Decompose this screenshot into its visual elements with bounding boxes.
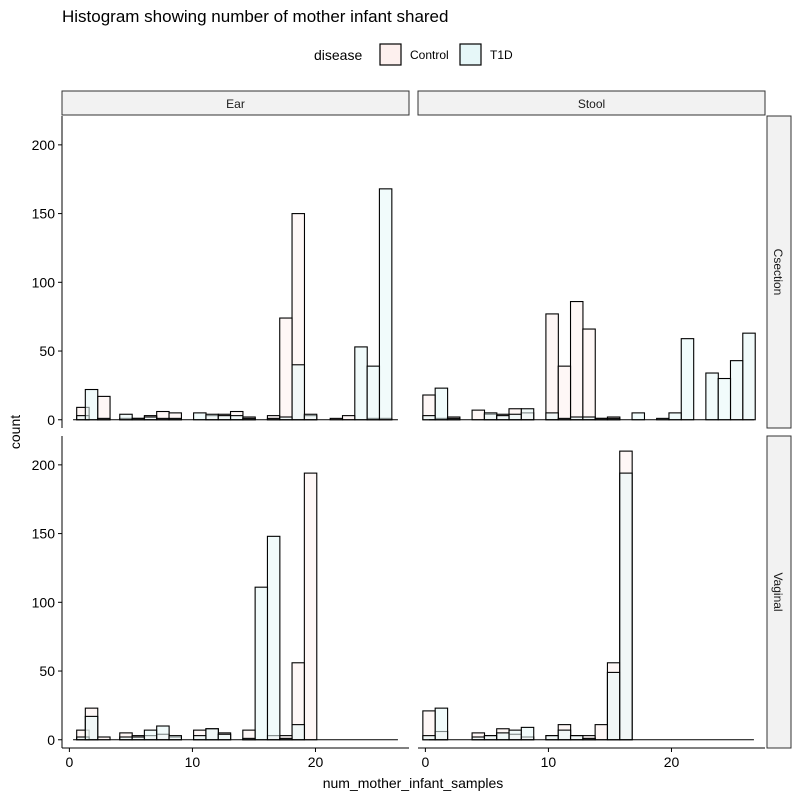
bar-control bbox=[594, 724, 609, 741]
bar-t1d bbox=[717, 377, 732, 421]
panel-ear-vaginal bbox=[73, 472, 398, 741]
bar-control bbox=[471, 409, 486, 421]
bar-t1d bbox=[156, 725, 170, 741]
bar-t1d bbox=[483, 412, 498, 421]
bar-t1d bbox=[742, 332, 756, 421]
bar-t1d bbox=[545, 735, 559, 741]
bar-t1d bbox=[205, 728, 219, 741]
bar-t1d bbox=[205, 413, 219, 421]
facet-strip-csection: Csection bbox=[766, 115, 792, 429]
bar-t1d bbox=[291, 724, 306, 741]
y-tick-label: 150 bbox=[32, 526, 56, 542]
bar-t1d bbox=[508, 729, 522, 741]
bar-t1d bbox=[229, 415, 244, 421]
bar-t1d bbox=[557, 729, 572, 741]
legend-label-control: Control bbox=[410, 48, 449, 62]
panel-ear-csection bbox=[73, 188, 398, 421]
bar-t1d bbox=[508, 413, 522, 421]
bar-t1d bbox=[366, 365, 381, 421]
bar-t1d bbox=[520, 726, 535, 741]
bar-t1d bbox=[520, 408, 535, 421]
y-tick-label: 0 bbox=[47, 412, 55, 428]
legend-title: disease bbox=[314, 47, 362, 63]
x-tick-label: 20 bbox=[664, 754, 680, 770]
bar-control bbox=[341, 415, 356, 421]
bar-t1d bbox=[84, 715, 99, 741]
bar-t1d bbox=[619, 472, 633, 741]
y-tick-label: 100 bbox=[32, 274, 56, 290]
bar-t1d bbox=[668, 412, 682, 421]
bar-control bbox=[97, 395, 111, 421]
bar-t1d bbox=[193, 412, 207, 421]
bar-t1d bbox=[84, 388, 99, 421]
bar-t1d bbox=[422, 735, 436, 741]
bar-t1d bbox=[606, 671, 621, 741]
panels bbox=[73, 188, 756, 741]
bar-t1d bbox=[354, 346, 368, 421]
bar-control bbox=[279, 317, 293, 421]
facet-label-ear: Ear bbox=[226, 97, 245, 111]
x-tick-label: 10 bbox=[185, 754, 201, 770]
bar-t1d bbox=[545, 412, 559, 421]
y-tick-label: 150 bbox=[32, 206, 56, 222]
bar-t1d bbox=[680, 338, 695, 421]
bar-t1d bbox=[422, 415, 436, 421]
legend-label-t1d: T1D bbox=[490, 48, 513, 62]
x-tick-label: 0 bbox=[65, 754, 73, 770]
bar-t1d bbox=[291, 364, 306, 421]
y-axis-label: count bbox=[7, 415, 23, 449]
bar-t1d bbox=[569, 735, 584, 741]
bar-t1d bbox=[729, 360, 744, 421]
x-axis-label: num_mother_infant_samples bbox=[323, 775, 504, 791]
y-tick-label: 200 bbox=[32, 457, 56, 473]
bar-t1d bbox=[434, 707, 449, 741]
x-tick-label: 10 bbox=[541, 754, 557, 770]
facet-strip-stool: Stool bbox=[417, 90, 766, 116]
y-tick-label: 50 bbox=[39, 343, 55, 359]
facet-label-csection: Csection bbox=[771, 249, 785, 296]
facet-label-vaginal: Vaginal bbox=[771, 572, 785, 611]
y-tick-label: 0 bbox=[47, 732, 55, 748]
bar-control bbox=[303, 472, 318, 741]
y-tick-label: 100 bbox=[32, 594, 56, 610]
bar-control bbox=[582, 328, 596, 421]
bar-t1d bbox=[266, 535, 281, 741]
bar-t1d bbox=[705, 372, 719, 421]
bar-t1d bbox=[254, 586, 269, 741]
panel-stool-csection bbox=[422, 300, 756, 421]
bar-control bbox=[569, 300, 584, 421]
legend-key-control bbox=[379, 43, 402, 66]
bar-t1d bbox=[217, 415, 232, 421]
y-tick-label: 50 bbox=[39, 663, 55, 679]
legend: disease Control T1D bbox=[314, 43, 513, 66]
facet-label-stool: Stool bbox=[578, 97, 605, 111]
bar-t1d bbox=[496, 415, 510, 421]
bar-control bbox=[557, 365, 572, 421]
bar-t1d bbox=[143, 729, 158, 741]
chart-title: Histogram showing number of mother infan… bbox=[62, 7, 448, 26]
bar-t1d bbox=[303, 413, 318, 421]
y-tick-label: 200 bbox=[32, 137, 56, 153]
legend-key-t1d bbox=[459, 43, 482, 66]
bar-t1d bbox=[496, 732, 510, 741]
facet-strip-vaginal: Vaginal bbox=[766, 435, 792, 749]
x-tick-label: 20 bbox=[308, 754, 324, 770]
bar-t1d bbox=[193, 735, 207, 741]
bar-t1d bbox=[217, 733, 232, 741]
x-tick-label: 0 bbox=[421, 754, 429, 770]
panel-stool-vaginal bbox=[422, 450, 754, 741]
bar-t1d bbox=[119, 413, 133, 421]
bar-t1d bbox=[434, 387, 449, 421]
bar-t1d bbox=[168, 735, 182, 741]
bar-control bbox=[545, 313, 559, 421]
bar-t1d bbox=[378, 188, 393, 421]
facet-strip-ear: Ear bbox=[61, 90, 410, 116]
bar-t1d bbox=[631, 412, 646, 421]
bar-t1d bbox=[483, 735, 498, 741]
